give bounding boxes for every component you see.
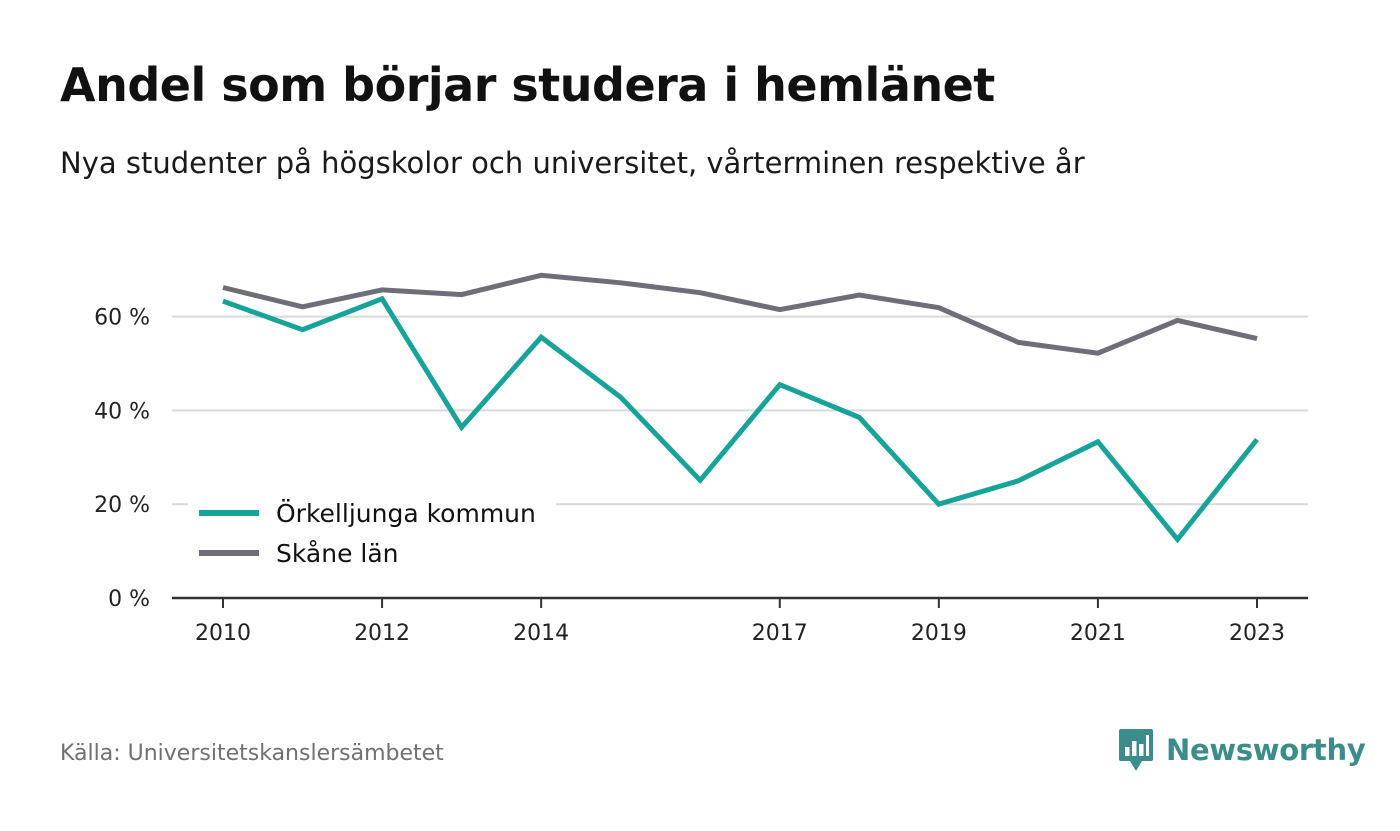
series-line-skane xyxy=(222,272,1258,356)
y-tick-label: 0 % xyxy=(108,587,150,612)
x-tick-label: 2023 xyxy=(1229,621,1285,646)
brand-name: Newsworthy xyxy=(1166,733,1366,767)
x-axis-ticks xyxy=(222,598,1258,608)
legend-background xyxy=(188,488,556,578)
legend-label: Skåne län xyxy=(276,539,399,568)
chart-subtitle: Nya studenter på högskolor och universit… xyxy=(60,146,1085,180)
y-axis-labels: 0 % 20 % 40 % 60 % xyxy=(94,306,150,612)
legend: Örkelljunga kommun Skåne län xyxy=(188,488,556,578)
newsworthy-logo-icon xyxy=(1119,729,1153,771)
source-note: Källa: Universitetskanslersämbetet xyxy=(60,741,444,766)
series-lines xyxy=(222,272,1259,544)
x-tick-label: 2017 xyxy=(752,621,808,646)
x-axis-labels: 2010 2012 2014 2017 2019 2021 2023 xyxy=(195,621,1285,646)
y-tick-label: 60 % xyxy=(94,306,150,331)
y-tick-label: 40 % xyxy=(94,399,150,424)
x-tick-label: 2019 xyxy=(911,621,967,646)
x-tick-label: 2010 xyxy=(195,621,251,646)
x-tick-label: 2014 xyxy=(513,621,569,646)
legend-label: Örkelljunga kommun xyxy=(276,499,536,528)
gridlines xyxy=(172,315,1308,506)
brand: Newsworthy xyxy=(1118,726,1366,774)
x-tick-label: 2012 xyxy=(354,621,410,646)
x-tick-label: 2021 xyxy=(1070,621,1126,646)
chart-title: Andel som börjar studera i hemlänet xyxy=(60,58,995,112)
line-chart: 0 % 20 % 40 % 60 % 2010 2012 2014 2017 2019 2021… xyxy=(94,272,1308,646)
series-line-orkelljunga xyxy=(222,295,1259,544)
y-tick-label: 20 % xyxy=(94,493,150,518)
